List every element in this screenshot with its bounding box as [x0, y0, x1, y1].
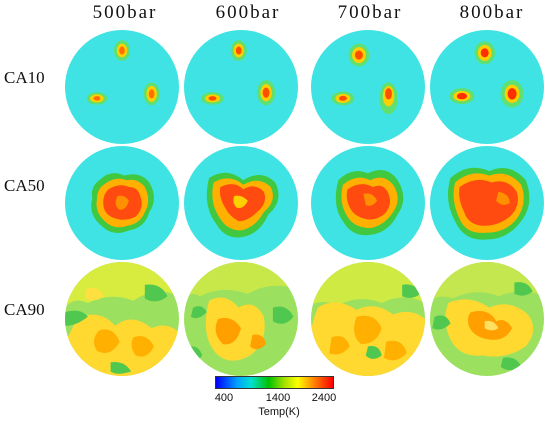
row-label-ca10: CA10 [4, 68, 45, 87]
contour-ca10-800bar [430, 30, 544, 144]
column-label-700bar: 700bar [337, 2, 403, 23]
contour-ca10-600bar [184, 30, 298, 144]
contour-ca90-500bar [65, 262, 179, 376]
colorbar-tick-1400: 1400 [265, 392, 291, 404]
colorbar-tick-400: 400 [214, 392, 234, 404]
contour-ca50-800bar [430, 146, 544, 260]
column-label-600bar: 600bar [215, 2, 281, 23]
contour-ca90-600bar [184, 262, 298, 376]
contour-ca50-600bar [184, 146, 298, 260]
row-label-ca50: CA50 [4, 176, 45, 195]
colorbar-tick-2400: 2400 [311, 392, 337, 404]
column-label-800bar: 800bar [459, 2, 525, 23]
column-label-500bar: 500bar [92, 2, 158, 23]
row-label-ca90: CA90 [4, 300, 45, 319]
contour-ca50-700bar [311, 146, 425, 260]
colorbar-title: Temp(K) [258, 406, 300, 418]
contour-ca90-800bar [430, 262, 544, 376]
contour-ca90-700bar [311, 262, 425, 376]
contour-ca10-700bar [311, 30, 425, 144]
contour-ca10-500bar [65, 30, 179, 144]
contour-ca50-500bar [65, 146, 179, 260]
temperature-colorbar [215, 376, 334, 389]
